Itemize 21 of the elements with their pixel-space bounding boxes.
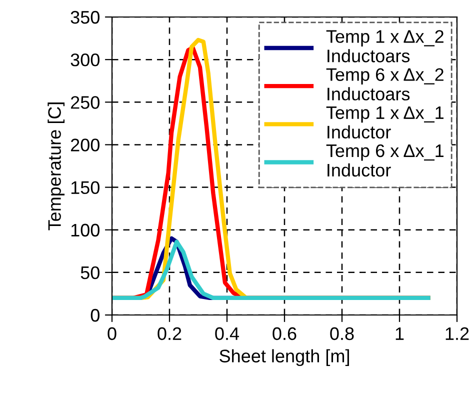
- legend-label: Temp 1 x Δx_1 Inductor: [326, 106, 444, 139]
- y-tick-label: 150: [71, 181, 100, 194]
- x-tick-label: 0.2: [158, 327, 182, 340]
- x-tick-label: 0: [108, 327, 116, 340]
- y-tick-label: 250: [70, 96, 100, 109]
- x-tick-label: 0.6: [272, 327, 296, 340]
- legend-label: Temp 6 x Δx_2 Inductoars: [326, 68, 444, 100]
- y-tick-label: 50: [80, 266, 100, 280]
- y-tick-label: 200: [70, 138, 100, 152]
- x-tick-label: 1: [396, 327, 404, 340]
- y-tick-label: 350: [70, 10, 100, 24]
- x-tick-label: 0.4: [215, 327, 240, 340]
- legend-label: Temp 1 x Δx_2 Inductoars: [326, 30, 444, 62]
- x-tick-label: 0.8: [330, 327, 354, 340]
- x-axis-title: Sheet length [m]: [220, 349, 349, 366]
- y-axis-title: Temperature [C]: [48, 102, 65, 230]
- y-tick-label: 100: [71, 224, 100, 237]
- y-tick-label: 300: [70, 54, 100, 66]
- legend-label: Temp 6 x Δx_1 Inductor: [326, 144, 444, 177]
- y-tick-label: 0: [90, 308, 100, 322]
- x-tick-label: 1.2: [446, 327, 469, 340]
